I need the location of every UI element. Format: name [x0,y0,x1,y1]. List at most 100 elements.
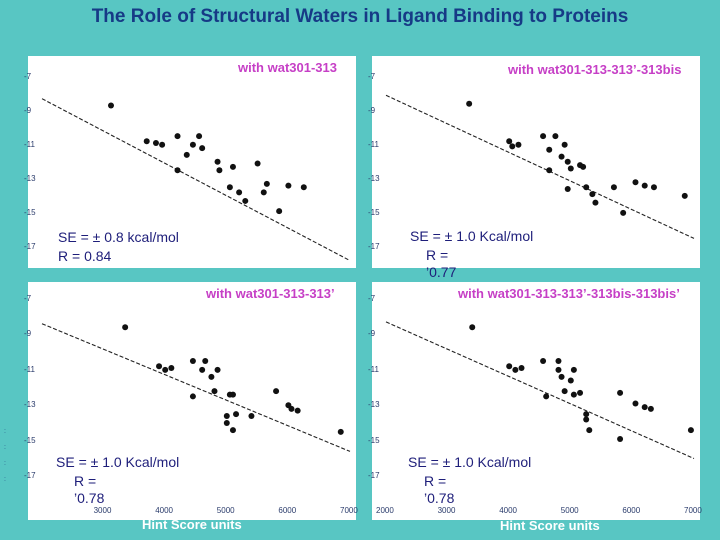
y-tick-label: -9 [24,105,32,115]
scatter-chart-3 [41,323,351,452]
chart-se-2: SE = ± 1.0 Kcal/mol [410,228,534,244]
data-point [583,184,590,191]
y-tick-label: -7 [24,71,32,81]
side-mark-2: : [4,444,6,451]
chart-title-3: with wat301-313-313’ [206,286,335,301]
y-tick-label: -15 [24,435,36,445]
chart-se-4: SE = ± 1.0 Kcal/mol [408,454,532,470]
chart-panel-2: with wat301-313-313’-313bis SE = ± 1.0 K… [372,56,700,280]
y-tick-label: -11 [24,364,35,374]
data-point [337,428,344,435]
data-point [248,412,255,419]
side-mark-3: : [4,460,6,467]
data-point [143,138,150,145]
x-tick-label: 5000 [216,506,235,515]
data-point [592,199,599,206]
y-tick-label: -9 [368,329,376,339]
data-point [156,363,163,370]
data-point [152,139,159,146]
y-tick-label: -15 [24,207,36,217]
data-point [610,184,617,191]
data-point [632,400,639,407]
data-point [236,189,243,196]
data-point [189,393,196,400]
data-point [229,391,236,398]
data-point [552,133,559,140]
data-point [558,153,565,160]
data-point [233,411,240,418]
x-tick-label: 4000 [499,506,517,515]
data-point [620,209,627,216]
data-point [300,184,307,191]
data-point [276,208,283,215]
data-point [555,366,562,373]
data-point [546,167,553,174]
chart-se-3: SE = ± 1.0 Kcal/mol [56,454,180,470]
data-point [260,189,267,196]
data-point [567,377,574,384]
chart-r-4: R = ’0.78 [424,473,455,506]
y-tick-label: -11 [368,364,379,374]
data-point [515,141,522,148]
data-point [567,165,574,172]
data-point [632,179,639,186]
trend-line [41,323,351,452]
data-point [518,365,525,372]
data-point [208,373,215,380]
x-tick-label: 5000 [560,506,579,515]
y-tick-label: -17 [24,471,36,481]
data-point [561,388,568,395]
data-point [512,366,519,373]
side-mark-1: : [4,428,6,435]
scatter-chart-1 [41,98,351,262]
chart-r-2: R = ’0.77 [426,247,457,280]
data-point [687,427,694,434]
data-point [506,138,513,145]
y-tick-label: -7 [24,293,32,303]
chart-panel-1: with wat301-313 SE = ± 0.8 kcal/mol R = … [28,56,356,268]
data-point [226,184,233,191]
y-tick-label: -17 [368,241,380,251]
data-point [647,405,654,412]
data-point [617,389,624,396]
data-point [586,427,593,434]
data-point [650,184,657,191]
data-point [254,160,261,167]
scatter-chart-4 [385,321,695,460]
chart-se-1: SE = ± 0.8 kcal/mol [58,229,179,245]
data-point [168,365,175,372]
data-point [216,167,223,174]
data-point [159,141,166,148]
chart-r-1: R = 0.84 [58,248,112,264]
data-point [570,366,577,373]
data-point [641,404,648,411]
data-point [196,133,203,140]
y-tick-label: -11 [368,139,379,149]
data-point [263,180,270,187]
trend-line [385,321,695,460]
data-point [509,143,516,150]
data-point [540,133,547,140]
data-point [561,141,568,148]
y-tick-label: -17 [368,471,380,481]
data-point [202,357,209,364]
data-point [577,389,584,396]
side-mark-4: : [4,476,6,483]
data-point [107,102,114,109]
data-point [543,393,550,400]
data-point [229,427,236,434]
data-point [214,366,221,373]
chart-title-4: with wat301-313-313’-313bis-313bis’ [458,286,680,301]
y-tick-label: -9 [24,329,32,339]
data-point [288,405,295,412]
data-point [189,357,196,364]
chart-panel-3: with wat301-313-313’ SE = ± 1.0 Kcal/mol… [28,282,356,520]
data-point [294,407,301,414]
y-tick-label: -13 [368,400,380,410]
data-point [555,357,562,364]
chart-title-2: with wat301-313-313’-313bis [508,62,682,77]
data-point [174,133,181,140]
y-tick-label: -15 [368,435,380,445]
data-point [589,191,596,198]
y-tick-label: -13 [24,400,36,410]
